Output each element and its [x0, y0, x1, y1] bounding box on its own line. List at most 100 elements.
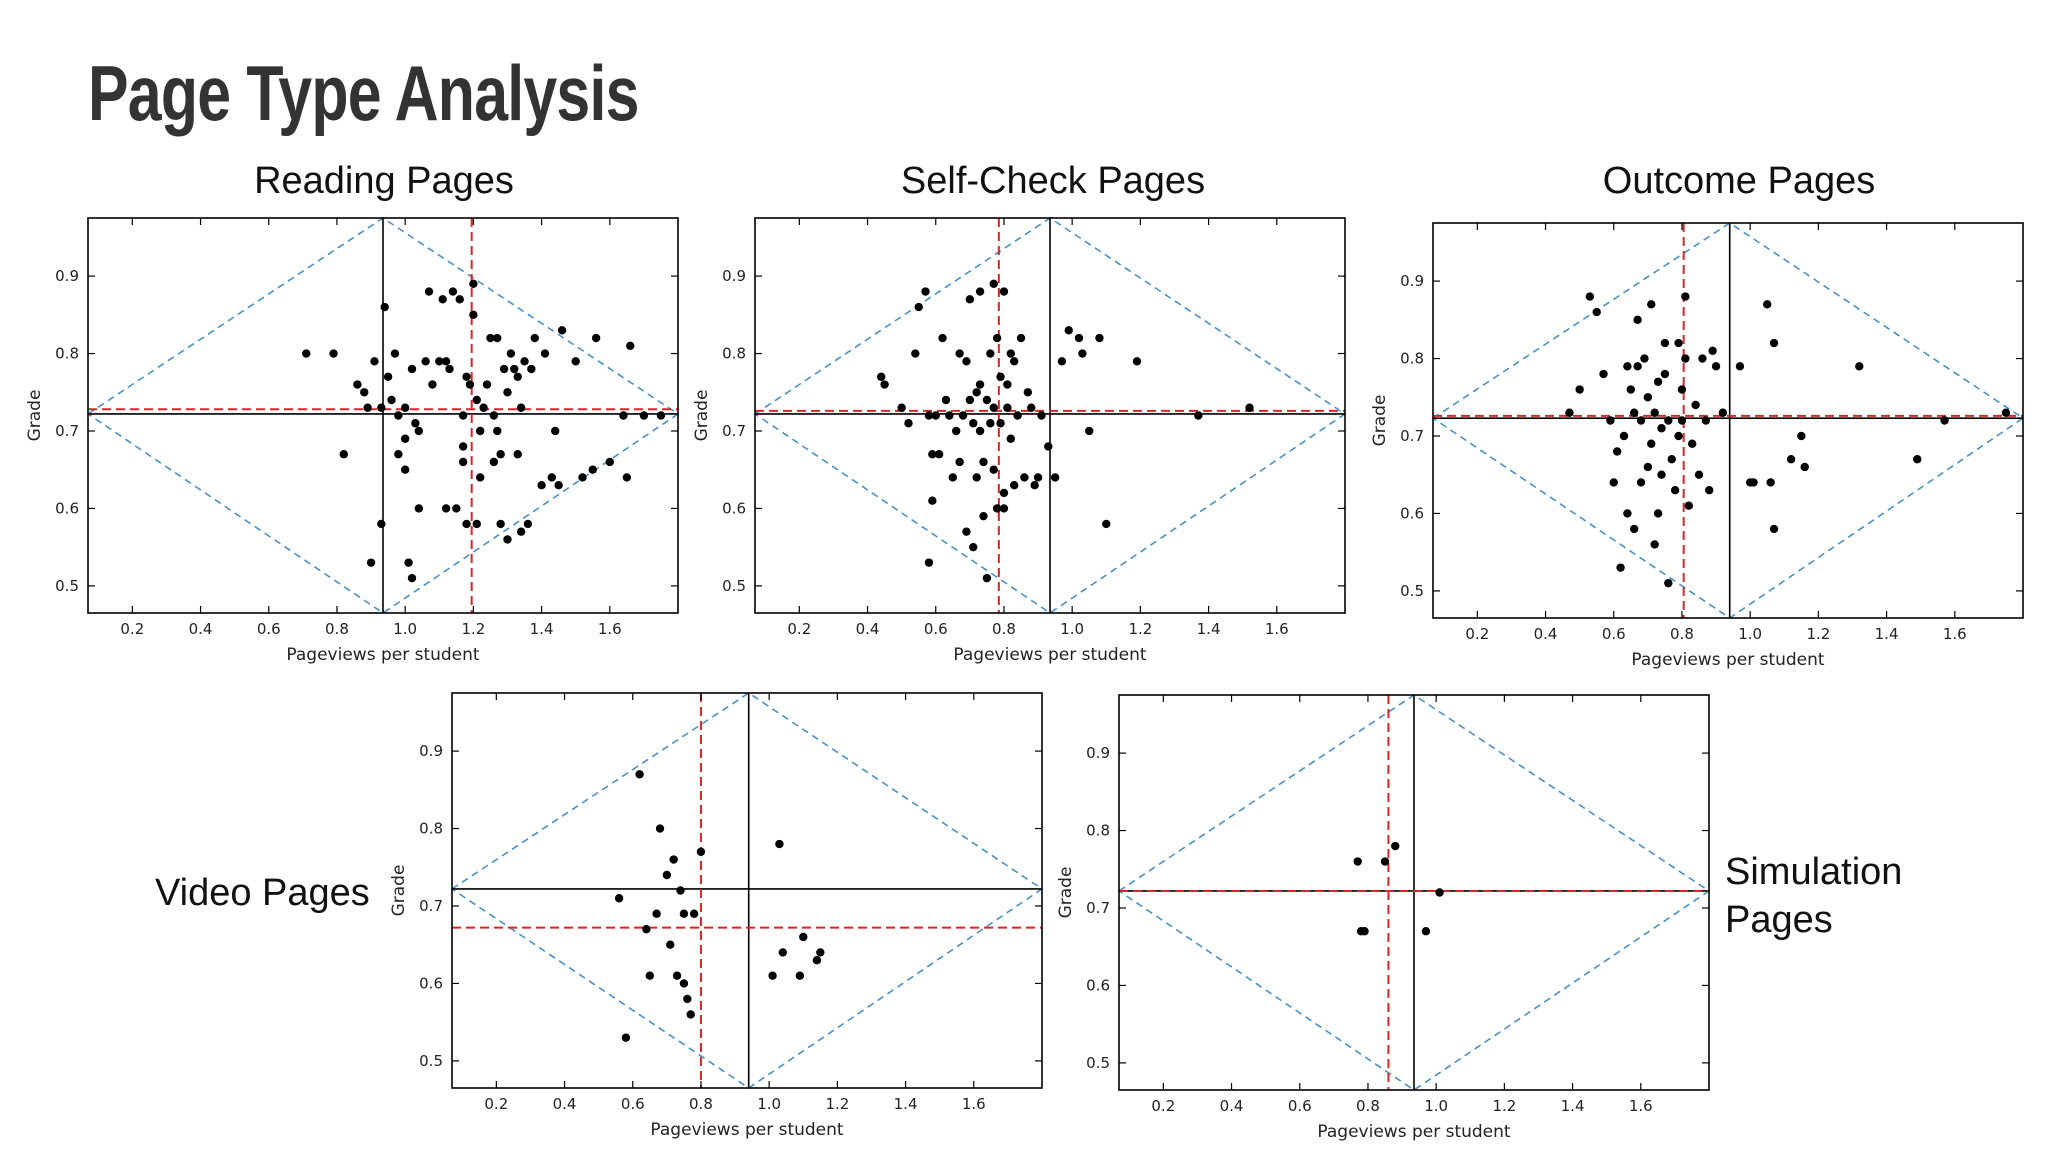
data-point: [975, 380, 985, 389]
data-point: [1003, 380, 1012, 389]
data-point: [510, 364, 519, 374]
data-point: [799, 932, 808, 942]
data-point: [547, 473, 557, 482]
data-point: [441, 357, 451, 366]
data-point: [989, 465, 998, 474]
x-tick-label: 1.0: [1424, 1097, 1448, 1115]
data-point: [1027, 403, 1036, 412]
data-point: [1711, 362, 1721, 371]
data-point: [614, 894, 624, 903]
data-point: [1674, 338, 1683, 348]
data-point: [537, 481, 546, 490]
data-point: [1057, 357, 1067, 366]
data-point: [458, 411, 468, 420]
plot-frame: [451, 692, 1043, 1089]
data-point: [1636, 478, 1646, 487]
data-point: [1708, 346, 1717, 355]
data-point: [969, 419, 978, 428]
data-point: [591, 333, 601, 343]
data-point: [955, 349, 964, 358]
y-tick-label: 0.9: [722, 267, 746, 285]
data-point: [656, 411, 666, 420]
y-tick-label: 0.5: [722, 577, 746, 595]
data-point: [1074, 333, 1084, 343]
data-point: [475, 426, 485, 436]
data-point: [992, 504, 1002, 513]
self-check-pages-title: Self-Check Pages: [900, 160, 1206, 202]
blue-dashed-diamond: [1431, 222, 2025, 619]
data-point: [1660, 338, 1670, 348]
x-tick-label: 0.6: [621, 1095, 645, 1113]
data-point: [1687, 439, 1697, 448]
data-point: [989, 279, 998, 289]
data-point: [1020, 473, 1029, 482]
y-tick-label: 0.7: [1400, 427, 1424, 445]
plot-frame: [754, 217, 1346, 614]
data-point: [1630, 524, 1639, 534]
data-point: [880, 380, 889, 389]
y-tick-label: 0.9: [55, 267, 79, 285]
data-point: [1681, 292, 1690, 301]
data-point: [1763, 300, 1772, 309]
data-point: [972, 388, 981, 397]
data-point: [1701, 416, 1711, 425]
data-point: [380, 302, 389, 312]
y-tick-label: 0.8: [1400, 350, 1424, 368]
x-tick-label: 0.4: [189, 620, 213, 638]
data-point: [979, 511, 988, 521]
data-point: [816, 948, 825, 957]
data-point: [1698, 354, 1707, 363]
data-point: [404, 558, 413, 567]
data-point: [339, 450, 348, 459]
data-point: [969, 542, 978, 552]
x-axis-label: Pageviews per student: [1631, 650, 1825, 670]
data-point: [1585, 292, 1595, 301]
y-tick-label: 0.8: [55, 345, 79, 363]
data-point: [370, 357, 379, 366]
data-point: [945, 411, 954, 420]
data-point: [400, 465, 410, 474]
x-tick-label: 1.2: [825, 1095, 849, 1113]
data-point: [662, 870, 672, 880]
x-axis-label: Pageviews per student: [650, 1120, 844, 1140]
x-tick-label: 0.8: [1356, 1097, 1380, 1115]
x-tick-label: 1.4: [1561, 1097, 1585, 1115]
data-point: [516, 527, 526, 536]
y-tick-label: 0.8: [1086, 822, 1110, 840]
x-tick-label: 1.2: [1128, 620, 1152, 638]
plot-frame: [1432, 222, 2024, 619]
x-tick-label: 1.2: [1806, 625, 1830, 643]
x-tick-label: 0.2: [120, 620, 144, 638]
x-tick-label: 1.2: [1492, 1097, 1516, 1115]
data-point: [1705, 486, 1714, 495]
data-point: [1353, 857, 1362, 866]
data-point: [1694, 470, 1704, 479]
data-point: [1619, 431, 1629, 441]
y-tick-label: 0.5: [1400, 582, 1424, 600]
x-tick-label: 0.2: [787, 620, 811, 638]
data-point: [928, 450, 937, 459]
blue-dashed-diamond: [450, 692, 1044, 1089]
data-point: [530, 333, 539, 343]
data-point: [1636, 416, 1646, 425]
data-point: [1095, 333, 1104, 343]
y-tick-label: 0.6: [1400, 504, 1424, 522]
data-point: [955, 457, 964, 467]
data-point: [982, 395, 992, 405]
data-point: [958, 411, 968, 420]
y-tick-label: 0.7: [1086, 899, 1110, 917]
data-point: [1050, 473, 1060, 482]
data-point: [472, 519, 481, 529]
data-point: [302, 349, 311, 358]
data-point: [1766, 478, 1775, 487]
data-point: [377, 519, 386, 529]
data-point: [1633, 315, 1642, 325]
data-point: [931, 411, 940, 420]
data-point: [982, 573, 992, 583]
data-point: [1006, 434, 1015, 443]
data-point: [353, 380, 362, 389]
x-tick-label: 1.4: [1875, 625, 1899, 643]
data-point: [400, 403, 410, 412]
data-point: [1653, 377, 1663, 386]
data-point: [1855, 362, 1864, 371]
